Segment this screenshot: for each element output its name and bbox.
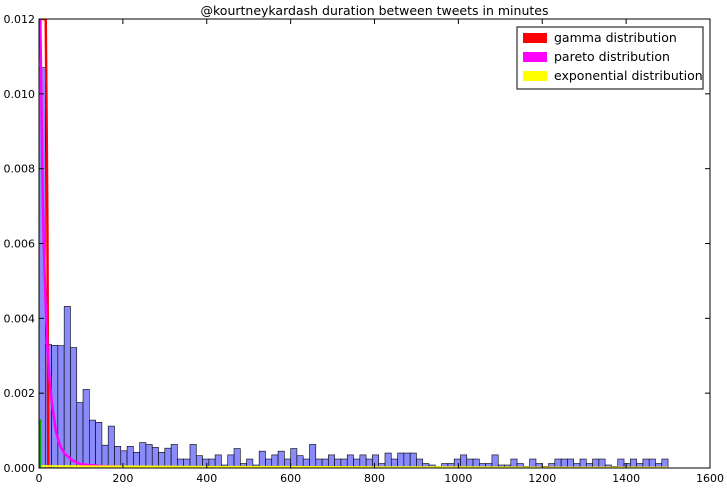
x-tick-label: 200 bbox=[112, 472, 133, 485]
legend-swatch bbox=[523, 71, 547, 81]
histogram-bar bbox=[158, 451, 166, 468]
histogram-bar bbox=[491, 454, 499, 468]
histogram-bar bbox=[233, 448, 241, 468]
histogram-bar bbox=[164, 447, 172, 468]
histogram-bar bbox=[277, 450, 285, 468]
histogram-bar bbox=[139, 442, 147, 468]
histogram-bar bbox=[403, 452, 411, 468]
histogram-bar bbox=[214, 454, 222, 468]
histogram-bar bbox=[170, 444, 178, 468]
histogram-bar bbox=[328, 454, 335, 468]
histogram-bar bbox=[151, 447, 159, 468]
legend-swatch bbox=[523, 52, 547, 62]
legend-entry-label: exponential distribution bbox=[554, 68, 703, 83]
x-axis: 0 200 400 600 800 1000 1200 1400 1600 bbox=[36, 19, 724, 485]
histogram-bar bbox=[89, 419, 96, 468]
y-tick-label: 0.010 bbox=[4, 88, 36, 101]
histogram-bar bbox=[76, 402, 84, 468]
histogram-bar bbox=[309, 444, 317, 468]
histogram-bar bbox=[120, 450, 128, 468]
histogram-bar bbox=[384, 452, 392, 468]
x-tick-label: 1000 bbox=[444, 472, 472, 485]
histogram-bar bbox=[145, 444, 153, 468]
histogram-bar bbox=[290, 448, 298, 468]
legend-box bbox=[516, 26, 704, 90]
y-axis: 0.000 0.002 0.004 0.006 0.008 0.010 0.012 bbox=[4, 13, 710, 475]
histogram-bar bbox=[107, 425, 115, 468]
histogram-bar bbox=[516, 463, 524, 468]
histogram-bar bbox=[63, 306, 71, 468]
x-tick-label: 0 bbox=[36, 472, 43, 485]
x-tick-label: 1200 bbox=[528, 472, 556, 485]
plot-area bbox=[38, 18, 711, 469]
histogram-bar bbox=[346, 454, 354, 468]
histogram-bar bbox=[359, 454, 367, 468]
histogram-bar bbox=[114, 445, 122, 468]
x-tick-label: 800 bbox=[364, 472, 385, 485]
histogram-bar bbox=[409, 452, 417, 468]
x-tick-label: 1600 bbox=[696, 472, 724, 485]
x-tick-label: 1400 bbox=[612, 472, 640, 485]
histogram-bar bbox=[258, 450, 266, 468]
histogram-bar bbox=[126, 445, 134, 468]
histogram-bar bbox=[372, 454, 379, 468]
legend-entry-label: gamma distribution bbox=[554, 30, 677, 45]
y-tick-label: 0.002 bbox=[4, 387, 36, 400]
x-tick-label: 600 bbox=[280, 472, 301, 485]
histogram-bar bbox=[101, 444, 109, 468]
y-tick-label: 0.012 bbox=[4, 13, 36, 26]
x-tick-label: 400 bbox=[196, 472, 217, 485]
histogram-bar bbox=[95, 422, 103, 468]
chart-title: @kourtneykardash duration between tweets… bbox=[201, 3, 549, 18]
histogram-bar bbox=[397, 452, 405, 468]
histogram-bar bbox=[460, 454, 468, 468]
legend: gamma distribution pareto distribution exp… bbox=[516, 26, 704, 90]
histogram-bar bbox=[70, 347, 78, 468]
y-tick-label: 0.008 bbox=[4, 163, 36, 176]
y-tick-label: 0.006 bbox=[4, 238, 36, 251]
y-tick-label: 0.000 bbox=[4, 462, 36, 475]
y-tick-label: 0.004 bbox=[4, 312, 36, 325]
legend-swatch bbox=[523, 33, 547, 43]
legend-entry-label: pareto distribution bbox=[554, 49, 670, 64]
histogram-bar bbox=[189, 444, 197, 468]
histogram-bar bbox=[82, 389, 90, 468]
series-line-1 bbox=[39, 19, 50, 468]
